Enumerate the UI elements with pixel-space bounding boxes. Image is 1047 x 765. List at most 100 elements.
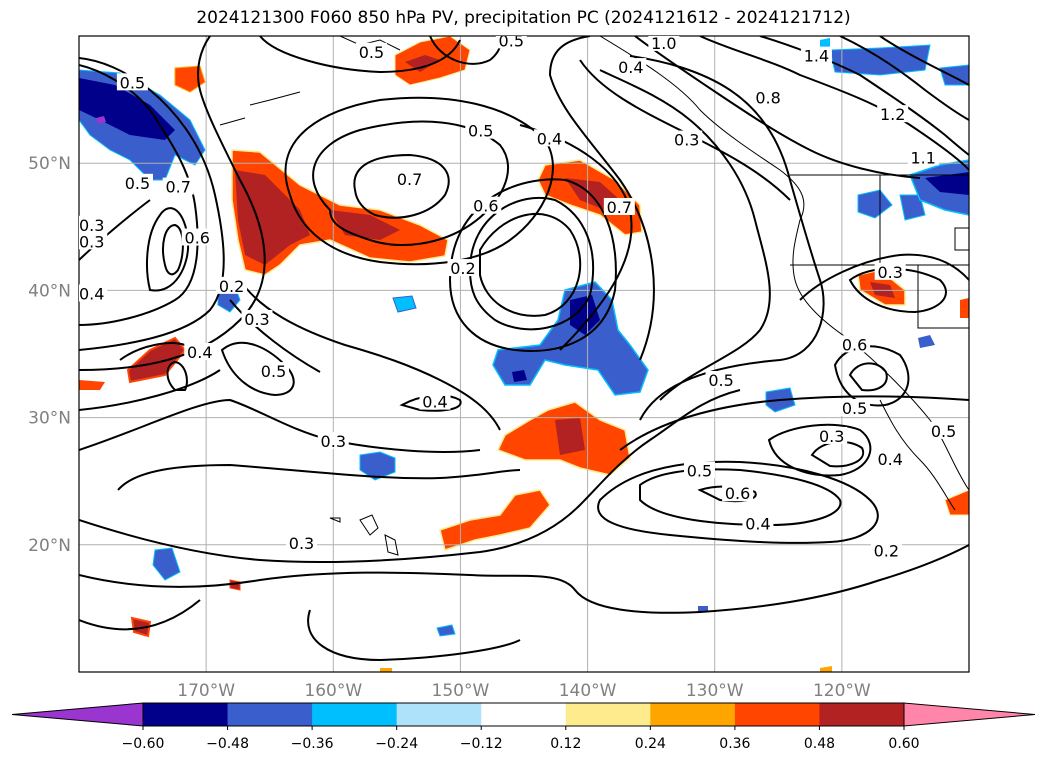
colorbar-extend-max [903, 702, 1036, 727]
contour-label-bg [216, 276, 248, 294]
pv-contour-line [810, 440, 865, 468]
colorbar-tick-label: −0.60 [122, 736, 165, 752]
contour-label-bg [671, 130, 703, 148]
pv-contour-line [619, 395, 969, 451]
lon-tick-label: 140°W [559, 681, 617, 701]
contour-label: 0.5 [120, 73, 145, 92]
pv-contour-line [79, 544, 969, 614]
contour-label: 0.5 [842, 399, 867, 418]
contour-label-bg [121, 173, 153, 191]
colorbar-swatch [819, 703, 905, 726]
pv-contour-line [119, 342, 186, 361]
colorbar-tick-label: −0.24 [375, 736, 418, 752]
lat-tick-label: 40°N [28, 281, 71, 301]
colorbar-swatch [312, 703, 398, 726]
colorbar-swatch [734, 703, 820, 726]
contour-label: 0.3 [877, 263, 902, 282]
pv-contour-line [79, 64, 199, 326]
contour-label-bg [615, 58, 647, 76]
lon-tick-label: 120°W [813, 681, 871, 701]
pv-contour-line [599, 55, 825, 421]
colorbar-tick-label: 0.24 [635, 736, 666, 752]
contour-label: 1.1 [911, 148, 936, 167]
contour-label: 1.2 [880, 105, 905, 124]
contour-label: 1.0 [651, 34, 676, 53]
pv-contour-line [699, 36, 969, 171]
lon-tick-label: 150°W [432, 681, 490, 701]
colorbar-swatch [650, 703, 736, 726]
contour-label-bg [79, 284, 108, 302]
contour-label: 0.5 [931, 422, 956, 441]
pv-contour-line [634, 36, 921, 179]
contour-label: 0.8 [755, 89, 780, 108]
contour-label-bg [241, 309, 273, 327]
contour-label: 0.3 [79, 216, 104, 235]
precip-pos-blob [439, 489, 551, 551]
colorbar-swatch [396, 703, 482, 726]
contour-labels: 0.50.5 0.70.60.30.30.4 0.20.30.40.50.50.50… [79, 34, 960, 560]
contour-label: 0.4 [79, 284, 104, 303]
pv-contour-line [220, 341, 295, 397]
contour-label-bg [800, 46, 832, 64]
contour-label: 0.6 [725, 484, 750, 503]
contour-label: 0.2 [450, 259, 475, 278]
precip-neg-blob [359, 451, 396, 481]
contour-label-bg [928, 421, 960, 439]
pv-contour-line [229, 299, 321, 373]
contour-label-bg [447, 259, 479, 277]
pv-contour-line [79, 599, 521, 662]
contour-label: 1.4 [804, 47, 829, 66]
contour-label-bg [839, 398, 871, 416]
colorbar-tick-label: −0.36 [291, 736, 334, 752]
contour-label-bg [648, 36, 680, 51]
contour-label-bg [258, 362, 290, 380]
precip-neg-core [79, 78, 175, 140]
pv-contour-line [239, 279, 501, 431]
contour-label-bg [162, 177, 194, 195]
contour-label-bg [722, 484, 754, 502]
colorbar: −0.60 −0.48 −0.36 −0.24 −0.12 0.12 0.24 0.36 0.4… [11, 702, 1036, 752]
colorbar-swatch [481, 703, 567, 726]
colorbar-tick-label: 0.60 [888, 736, 919, 752]
contour-label: 0.4 [877, 450, 902, 469]
pv-contour-line [839, 36, 969, 121]
contour-label: 0.7 [165, 178, 190, 197]
contour-label-bg [752, 88, 784, 106]
contour-label-bg [419, 392, 451, 410]
pv-contour-line [479, 213, 582, 317]
contour-label-bg [394, 170, 426, 188]
lon-tick-label: 170°W [177, 681, 235, 701]
pv-contour-line [879, 36, 969, 86]
pv-contour-line [259, 36, 461, 74]
contour-label: 0.3 [79, 232, 104, 251]
pv-contour-line [448, 178, 617, 352]
contour-label: 0.5 [261, 362, 286, 381]
contour-label-bg [742, 514, 774, 532]
lat-tick-label: 30°N [28, 409, 71, 429]
colorbar-tick-label: −0.48 [206, 736, 249, 752]
contour-label-bg [874, 449, 906, 467]
contour-label-bg [874, 262, 906, 280]
contour-label: 0.5 [125, 174, 150, 193]
colorbar-swatch [565, 703, 651, 726]
contour-label-bg [79, 232, 108, 250]
pv-contour-line [79, 389, 741, 563]
pv-contour-line [284, 96, 554, 266]
contour-label-bg [816, 426, 848, 444]
longitude-labels: 170°W 160°W 150°W 140°W 130°W 120°W [177, 681, 871, 701]
colorbar-swatch [227, 703, 313, 726]
contour-label: 0.3 [289, 534, 314, 553]
pv-contour-line [799, 253, 969, 301]
pv-contour-line [79, 398, 481, 453]
colorbar-frame [142, 702, 905, 727]
pv-contour-line [312, 120, 510, 246]
contour-label: 0.3 [321, 432, 346, 451]
lon-tick-label: 160°W [304, 681, 362, 701]
pv-contour-line [146, 207, 190, 292]
contour-label-bg [470, 196, 502, 214]
contour-label-bg [317, 432, 349, 450]
contour-label: 0.6 [473, 197, 498, 216]
contour-label-bg [839, 335, 871, 353]
contour-label-bg [683, 461, 715, 479]
